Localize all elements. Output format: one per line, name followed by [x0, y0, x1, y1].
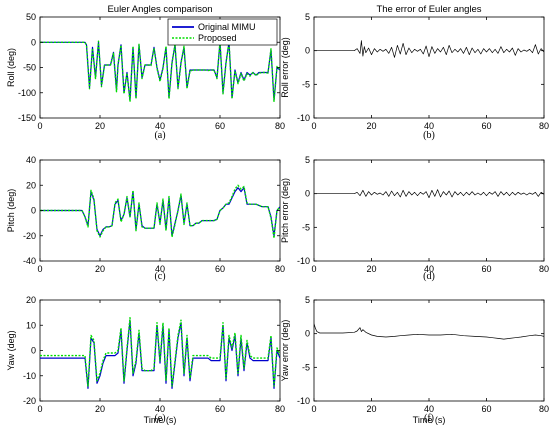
y-axis-label: Roll error (deg) — [280, 37, 290, 98]
axes-frame — [313, 299, 545, 402]
y-tick-label: 20 — [26, 295, 36, 305]
y-tick-label: 0 — [305, 329, 310, 339]
axes-frame — [39, 299, 281, 402]
x-tick-label: 20 — [95, 404, 105, 414]
series-line-error — [314, 40, 544, 58]
x-tick-label: 20 — [95, 264, 105, 274]
panel-caption: (b) — [423, 130, 435, 141]
y-tick-label: -10 — [297, 396, 310, 406]
x-tick-label: 40 — [424, 404, 434, 414]
y-tick-label: 40 — [26, 155, 36, 165]
x-tick-label: 0 — [37, 264, 42, 274]
series-line-error — [314, 189, 544, 199]
panel-caption: (e) — [154, 413, 165, 424]
panel-b: 0 20 40 60 80 -10 -5 0 5 Roll error (deg) The erro… — [280, 4, 549, 141]
panel-caption: (c) — [154, 271, 165, 282]
y-tick-label: -20 — [23, 396, 36, 406]
x-tick-label: 40 — [424, 121, 434, 131]
y-axis-label: Pitch error (deg) — [280, 178, 290, 243]
x-tick-label: 20 — [366, 121, 376, 131]
y-tick-label: -40 — [23, 256, 36, 266]
series-line-proposed — [40, 184, 280, 240]
x-tick-label: 80 — [275, 264, 285, 274]
panel-e: 0 20 40 60 80 -20 -10 0 10 20 Yaw (deg) Time (s)(e) — [6, 295, 285, 425]
x-tick-label: 20 — [95, 121, 105, 131]
axes-frame — [313, 159, 545, 262]
x-tick-label: 40 — [155, 404, 165, 414]
x-tick-label: 40 — [424, 264, 434, 274]
panel-d: 0 20 40 60 80 -10 -5 0 5 Pitch error (deg) (d) — [280, 155, 549, 282]
y-tick-label: 10 — [26, 320, 36, 330]
panel-caption: (a) — [154, 130, 165, 141]
y-axis-label: Yaw (deg) — [6, 330, 16, 370]
y-tick-label: 5 — [305, 295, 310, 305]
y-tick-label: 0 — [31, 37, 36, 47]
y-tick-label: 0 — [31, 346, 36, 356]
x-tick-label: 40 — [155, 121, 165, 131]
y-tick-label: -100 — [18, 88, 36, 98]
series-line-proposed — [40, 317, 280, 387]
y-tick-label: 20 — [26, 180, 36, 190]
x-tick-label: 60 — [481, 264, 491, 274]
y-tick-label: -5 — [302, 222, 310, 232]
y-tick-label: -10 — [297, 256, 310, 266]
legend-entry: Original MIMU — [198, 22, 256, 32]
panel-caption: (f) — [424, 413, 434, 424]
y-tick-label: 50 — [26, 12, 36, 22]
y-tick-label: -150 — [18, 113, 36, 123]
x-axis-label: Time (s) — [144, 415, 177, 425]
x-tick-label: 0 — [311, 264, 316, 274]
x-tick-label: 0 — [37, 404, 42, 414]
x-tick-label: 60 — [481, 404, 491, 414]
series-line-proposed — [40, 40, 280, 103]
y-tick-label: -10 — [297, 113, 310, 123]
x-tick-label: 60 — [215, 404, 225, 414]
y-tick-label: -10 — [23, 371, 36, 381]
x-tick-label: 20 — [366, 404, 376, 414]
y-axis-label: Pitch (deg) — [6, 189, 16, 233]
x-tick-label: 60 — [215, 264, 225, 274]
x-tick-label: 20 — [366, 264, 376, 274]
x-tick-label: 0 — [311, 121, 316, 131]
x-tick-label: 80 — [275, 121, 285, 131]
x-tick-label: 60 — [481, 121, 491, 131]
x-axis-label: Time (s) — [413, 415, 446, 425]
x-tick-label: 40 — [155, 264, 165, 274]
x-tick-label: 80 — [539, 404, 549, 414]
y-tick-label: -5 — [302, 362, 310, 372]
panel-title: Euler Angles comparison — [107, 4, 212, 15]
x-tick-label: 80 — [539, 121, 549, 131]
y-tick-label: 0 — [305, 46, 310, 56]
y-tick-label: -5 — [302, 79, 310, 89]
x-tick-label: 80 — [539, 264, 549, 274]
series-line-error — [314, 323, 544, 340]
x-tick-label: 0 — [37, 121, 42, 131]
panel-caption: (d) — [423, 271, 435, 282]
x-tick-label: 80 — [275, 404, 285, 414]
y-tick-label: 0 — [31, 206, 36, 216]
panel-f: 0 20 40 60 80 -10 -5 0 5 Yaw error (deg) Time (s)(… — [280, 295, 549, 425]
axes-frame — [313, 16, 545, 119]
y-tick-label: 5 — [305, 155, 310, 165]
y-tick-label: -50 — [23, 63, 36, 73]
y-tick-label: 5 — [305, 12, 310, 22]
y-tick-label: -20 — [23, 231, 36, 241]
x-tick-label: 0 — [311, 404, 316, 414]
y-axis-label: Yaw error (deg) — [280, 320, 290, 382]
x-tick-label: 60 — [215, 121, 225, 131]
legend-entry: Proposed — [198, 33, 237, 43]
y-tick-label: 0 — [305, 189, 310, 199]
panel-title: The error of Euler angles — [376, 4, 481, 15]
y-axis-label: Roll (deg) — [6, 48, 16, 87]
legend-box — [167, 18, 278, 46]
panel-a: 0 20 40 60 80 -150 -100 -50 0 50 Roll (deg) Euler A… — [6, 4, 285, 141]
panel-c: 0 20 40 60 80 -40 -20 0 20 40 Pitch (deg) (c) — [6, 155, 285, 282]
